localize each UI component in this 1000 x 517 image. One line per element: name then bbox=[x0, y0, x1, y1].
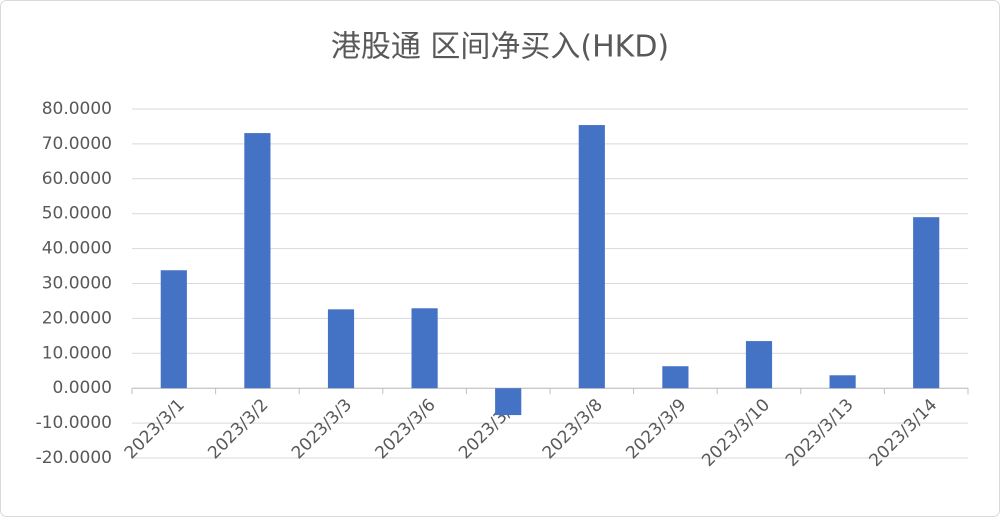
y-tick-label: 80.0000 bbox=[42, 99, 112, 119]
bar bbox=[578, 125, 605, 389]
y-tick-label: 40.0000 bbox=[42, 239, 112, 259]
bar bbox=[829, 375, 856, 389]
bar bbox=[244, 133, 271, 389]
y-tick-label: 60.0000 bbox=[42, 169, 112, 189]
y-tick-label: 70.0000 bbox=[42, 134, 112, 154]
bar bbox=[327, 309, 355, 389]
chart-title: 港股通 区间净买入(HKD) bbox=[331, 30, 669, 65]
y-tick-label: 30.0000 bbox=[42, 274, 112, 294]
y-tick-label: 50.0000 bbox=[42, 204, 112, 224]
y-tick-label: -20.0000 bbox=[36, 448, 112, 468]
y-tick-label: 0.0000 bbox=[53, 378, 112, 398]
bar bbox=[745, 341, 773, 389]
bar bbox=[411, 308, 438, 389]
y-tick-label: 10.0000 bbox=[42, 343, 112, 363]
bar bbox=[495, 388, 522, 416]
y-tick-label: -10.0000 bbox=[36, 413, 112, 433]
bar bbox=[913, 217, 940, 389]
bar bbox=[662, 366, 689, 389]
y-tick-label: 20.0000 bbox=[42, 308, 112, 328]
bar bbox=[160, 270, 187, 389]
